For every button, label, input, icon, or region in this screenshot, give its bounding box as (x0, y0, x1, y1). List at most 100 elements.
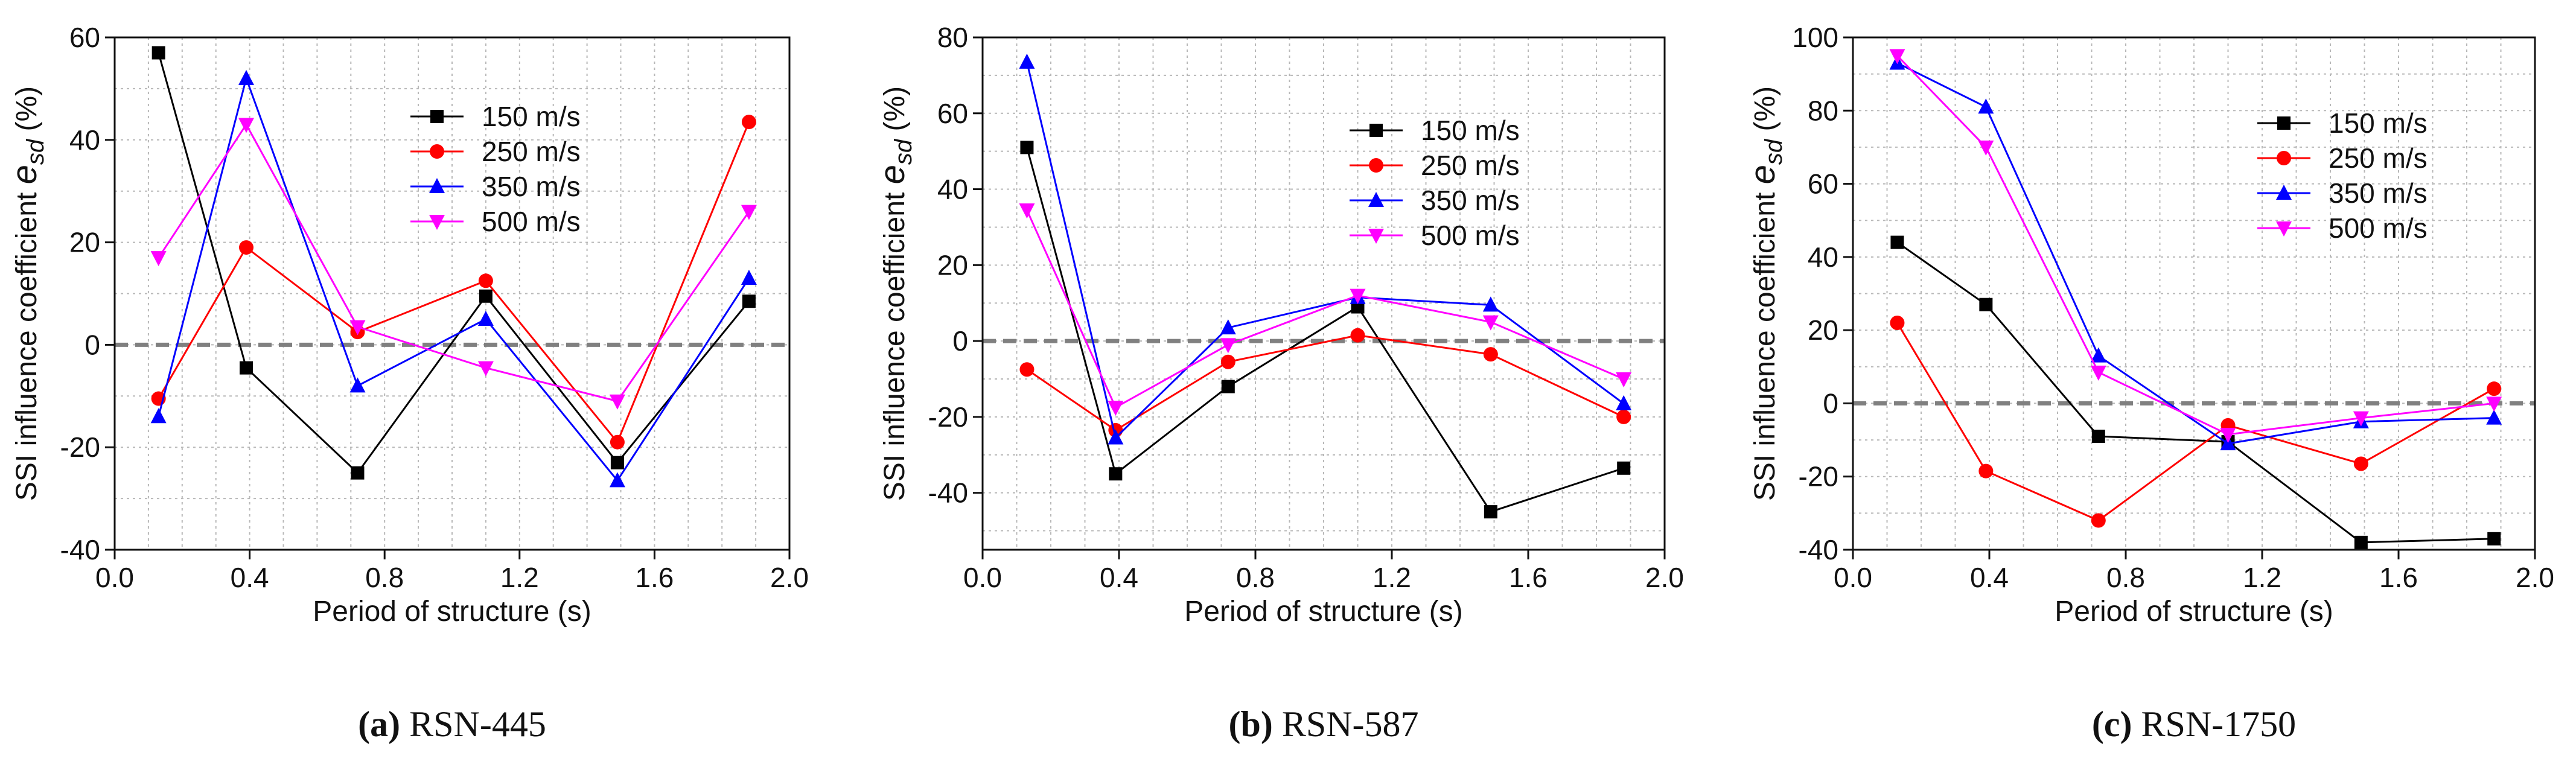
data-point-150 (1617, 461, 1631, 475)
y-axis-label-main: SSI influence coefficient (879, 184, 911, 501)
data-point-500 (1019, 203, 1035, 219)
legend-label: 500 m/s (1421, 220, 1520, 251)
data-point-500 (150, 251, 167, 267)
y-tick-label: 20 (937, 249, 968, 281)
panel-caption: (a) RSN-445 (358, 704, 546, 744)
series-layer (1889, 49, 2502, 549)
legend-label: 500 m/s (482, 206, 581, 237)
legend-marker (1368, 229, 1384, 244)
data-point-500 (1978, 140, 1994, 156)
chart-panel-b: 0.0 0.4 0.8 1.2 1.6 2.0 -40 -20 0 20 40 60 80 Period… (873, 22, 1684, 744)
legend-label: 350 m/s (482, 171, 581, 202)
data-point-350 (2486, 409, 2502, 425)
data-point-250 (1978, 463, 1994, 479)
x-tick-label: 2.0 (1645, 562, 1684, 593)
legend-marker (1369, 124, 1383, 137)
panel-caption-label: (a) (358, 704, 400, 744)
y-tick-label: 40 (937, 174, 968, 205)
y-tick-label: 20 (69, 227, 100, 258)
plot-frame (1852, 36, 2536, 551)
panel-caption-label: (c) (2092, 704, 2132, 744)
y-axis-label-variable: e (1743, 165, 1782, 184)
data-point-500 (2486, 396, 2502, 412)
data-point-250 (2091, 513, 2106, 528)
legend-marker (2276, 185, 2292, 200)
series-line-150 (1896, 241, 2495, 544)
y-axis-label-subscript: sd (22, 138, 49, 165)
legend-marker (430, 144, 444, 159)
panel-caption: (c) RSN-1750 (2092, 704, 2296, 744)
x-tick-label: 1.2 (500, 562, 539, 593)
data-point-250 (1220, 354, 1235, 369)
y-axis-label-variable: e (5, 165, 44, 184)
data-point-500 (1108, 401, 1124, 416)
panel-caption-title: RSN-587 (1282, 704, 1419, 744)
data-point-350 (1616, 395, 1632, 410)
y-tick-label: 60 (69, 22, 100, 53)
legend-marker (429, 215, 445, 230)
legend-marker (2277, 151, 2291, 165)
legend: 150 m/s 250 m/s 350 m/s 500 m/s (1350, 115, 1520, 251)
y-axis-label-variable: e (873, 165, 912, 184)
legend-marker (1368, 192, 1384, 207)
data-point-350 (349, 377, 366, 393)
y-tick-label: -40 (928, 477, 968, 509)
plot-frame (981, 36, 1666, 551)
series-line-250 (158, 121, 750, 444)
tick-labels: 0.0 0.4 0.8 1.2 1.6 2.0 -40 -20 0 20 40 60 (60, 22, 809, 593)
data-point-150 (1890, 235, 1904, 249)
chart-panel-c: 0.0 0.4 0.8 1.2 1.6 2.0 -40 -20 0 20 40 60 80 100 Per… (1743, 22, 2554, 744)
data-point-350 (741, 270, 757, 285)
series-line-150 (158, 52, 750, 474)
series-line-350 (1896, 62, 2495, 445)
y-tick-label: 100 (1792, 22, 1838, 53)
data-point-350 (150, 408, 167, 424)
data-point-350 (1482, 296, 1499, 312)
y-axis-label: SSI influence coefficient esd (%) (5, 86, 49, 501)
data-point-350 (2090, 347, 2106, 363)
data-point-250 (2353, 456, 2368, 471)
series-layer (150, 46, 757, 488)
series-line-500 (1896, 55, 2495, 436)
data-point-250 (1483, 347, 1498, 362)
series-line-250 (1026, 334, 1624, 431)
y-tick-label: 0 (952, 325, 968, 357)
gridlines (983, 37, 1665, 550)
series-layer (1019, 53, 1632, 519)
chart-panel-a: 0.0 0.4 0.8 1.2 1.6 2.0 -40 -20 0 20 40 60 Period o… (5, 22, 809, 744)
data-point-150 (1221, 380, 1235, 393)
data-point-250 (2487, 381, 2502, 396)
x-tick-label: 0.0 (963, 562, 1002, 593)
axis-ticks (973, 36, 1666, 559)
data-point-350 (1019, 53, 1035, 69)
y-axis-label-main: SSI influence coefficient (1749, 184, 1781, 501)
legend-label: 150 m/s (1421, 115, 1520, 146)
x-tick-label: 0.4 (1970, 562, 2009, 593)
x-tick-label: 1.6 (1509, 562, 1548, 593)
x-axis-label: Period of structure (s) (313, 596, 591, 628)
y-tick-label: -20 (60, 431, 100, 463)
y-tick-label: 80 (1808, 95, 1838, 126)
data-point-500 (1350, 288, 1366, 304)
legend-label: 350 m/s (2329, 177, 2428, 209)
data-point-250 (1616, 409, 1631, 424)
data-point-250 (610, 434, 625, 450)
x-tick-label: 1.6 (635, 562, 674, 593)
y-axis-label-unit: (%) (1749, 86, 1781, 139)
data-point-250 (239, 240, 254, 255)
data-point-150 (2354, 535, 2368, 549)
y-tick-label: 40 (69, 124, 100, 156)
data-point-500 (477, 361, 494, 377)
x-tick-label: 0.8 (1236, 562, 1275, 593)
data-point-500 (2090, 365, 2106, 381)
series-line-500 (158, 122, 750, 402)
x-tick-label: 0.8 (2106, 562, 2145, 593)
x-tick-label: 1.2 (2243, 562, 2281, 593)
panel-caption-title: RSN-445 (409, 704, 546, 744)
data-point-350 (609, 472, 625, 488)
data-point-350 (1108, 429, 1124, 445)
data-point-350 (1220, 319, 1236, 335)
gridlines (1853, 37, 2535, 550)
data-point-350 (1978, 98, 1994, 114)
